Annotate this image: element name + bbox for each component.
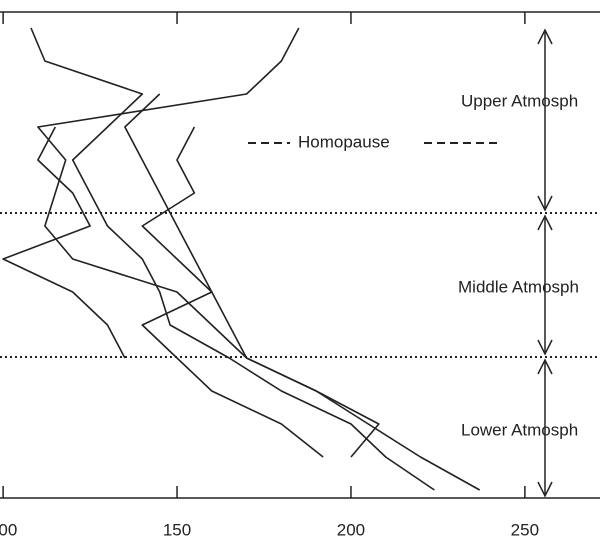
x-tick-label: 200 [337, 520, 365, 539]
profile-line [141, 126, 324, 458]
region-arrows [537, 28, 553, 498]
x-tick-label: 250 [511, 520, 539, 539]
annotation: Lower Atmosph [461, 420, 578, 439]
profile-line [30, 27, 435, 491]
profile-line [2, 126, 126, 359]
x-tick-label: 150 [163, 520, 191, 539]
annotation: Upper Atmosph [461, 91, 578, 110]
x-tick-label: 100 [0, 520, 17, 539]
annotation: Middle Atmosph [458, 277, 579, 296]
profile-line [37, 27, 481, 491]
profile-line [124, 93, 380, 458]
annotation: Homopause [298, 132, 390, 151]
